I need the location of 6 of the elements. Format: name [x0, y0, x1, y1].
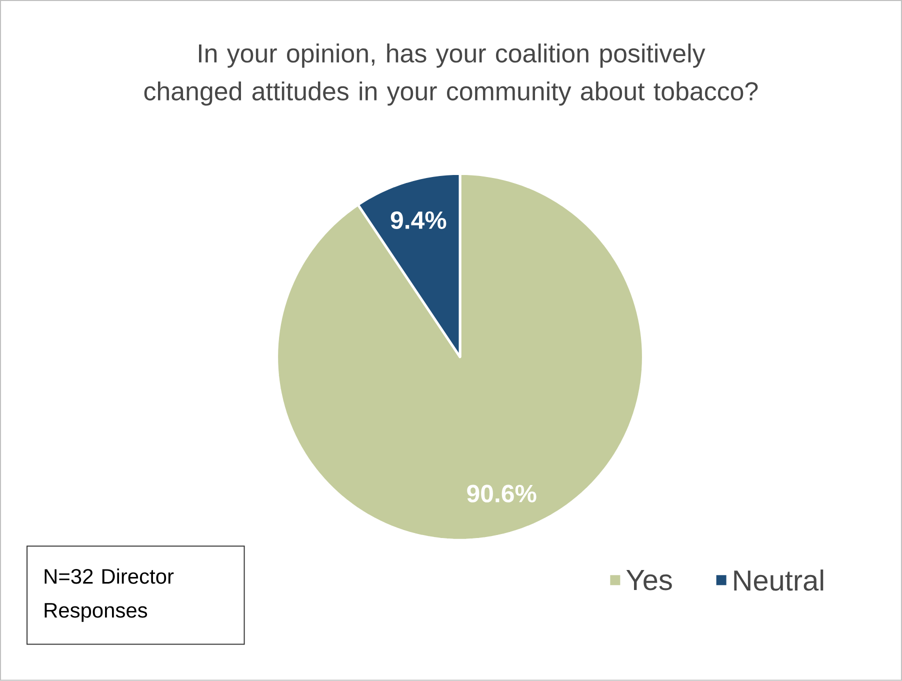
- legend-label: Yes: [626, 570, 672, 590]
- data-label: 90.6%: [467, 484, 536, 503]
- chart-title: In your opinion, has your coalition positively changed attitudes in your community about tobacco?: [144, 44, 758, 106]
- data-label: 9.4%: [390, 211, 446, 230]
- text: N=32 Director Responses: [44, 568, 174, 622]
- legend-label: Neutral: [734, 570, 824, 591]
